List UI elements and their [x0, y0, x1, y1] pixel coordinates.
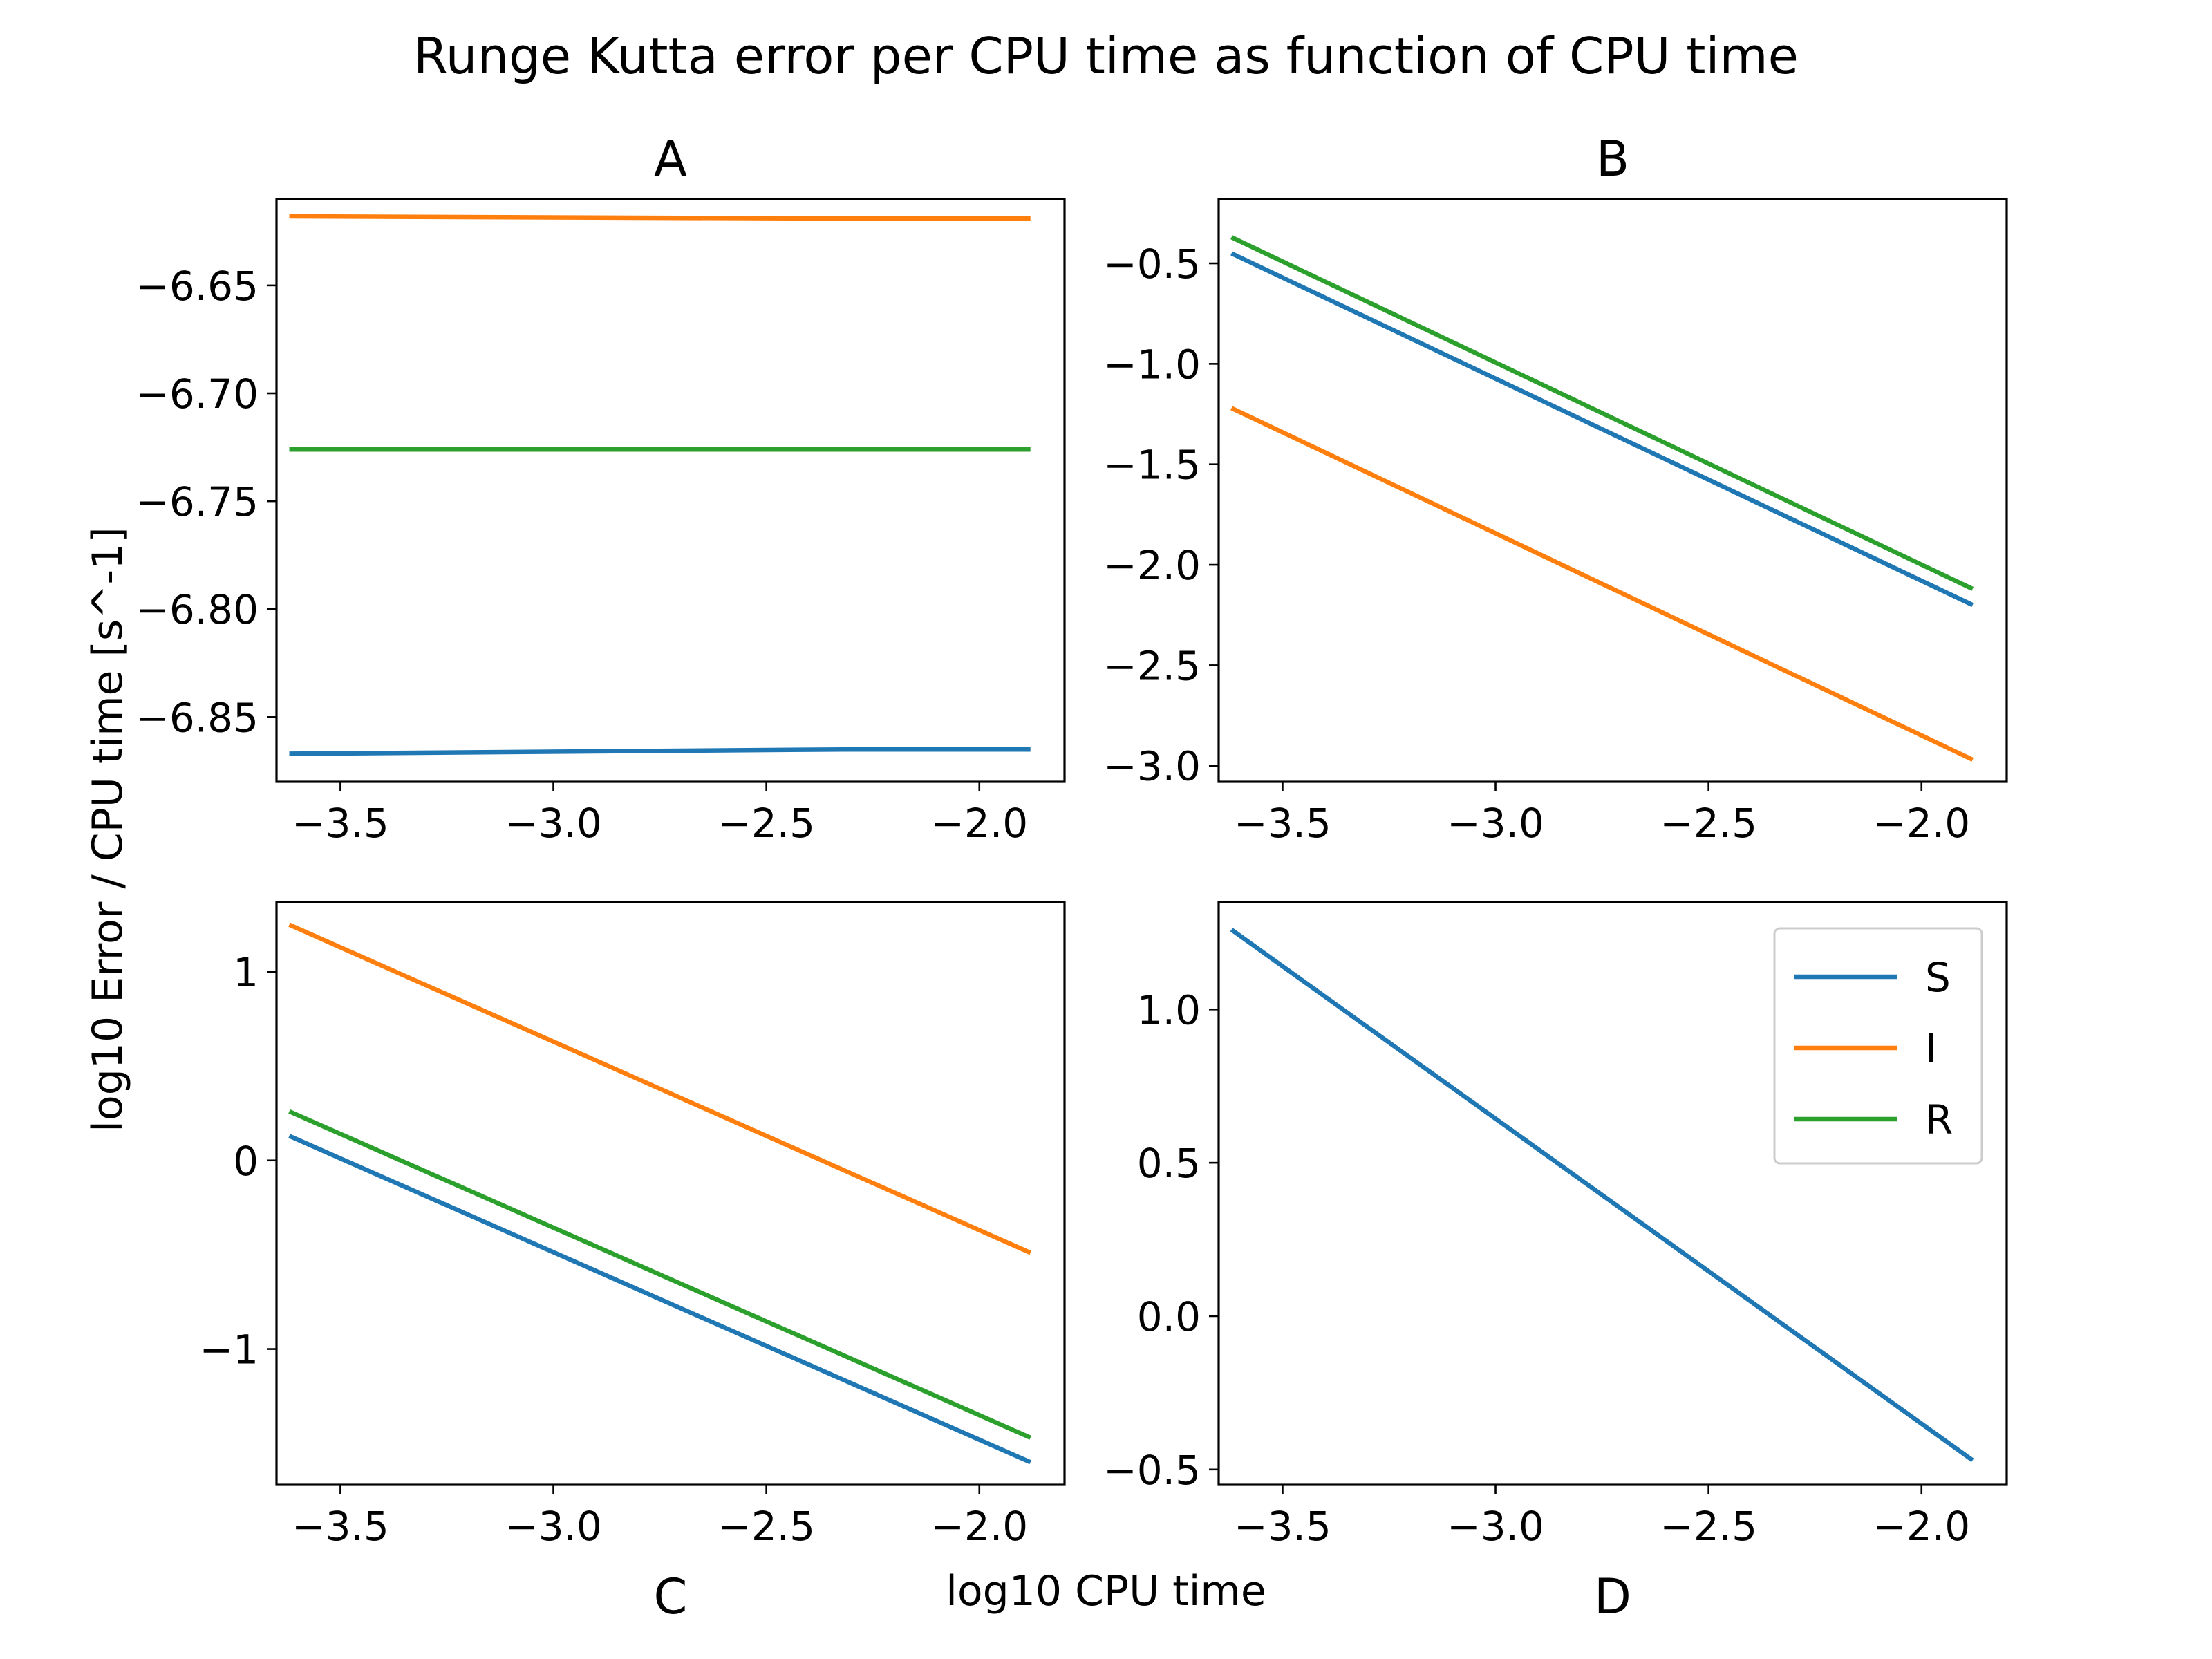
legend: SIR: [1773, 927, 1983, 1165]
y-tick-label: −2.5: [1103, 642, 1201, 689]
y-tick-label: 0: [233, 1138, 259, 1185]
x-tick-label: −2.5: [1660, 800, 1757, 847]
figure-x-axis-label: log10 CPU time: [946, 1567, 1266, 1615]
x-tick-label: −2.0: [930, 1503, 1028, 1550]
series-group: [289, 214, 1031, 756]
y-tick-label: −1: [200, 1327, 259, 1374]
y-tick-label: −3.0: [1103, 743, 1201, 790]
x-tick-label: −2.5: [718, 1503, 815, 1550]
panel-title: C: [654, 1568, 688, 1625]
panels: −3.5 −3.0 −2.5 −2.0 −6.65 −6.70 −6.75 −6.80 −6.8…: [135, 131, 2008, 1625]
x-tick-label: −3.5: [1234, 1503, 1331, 1550]
series-line-s: [289, 747, 1031, 756]
y-tick-label: 0.5: [1137, 1140, 1201, 1187]
x-tick-label: −2.0: [1873, 800, 1970, 847]
x-tick-label: −3.5: [292, 800, 389, 847]
y-tick-label: 1.0: [1137, 986, 1201, 1033]
y-tick-label: −6.80: [135, 586, 259, 633]
x-tick-label: −3.0: [1447, 1503, 1544, 1550]
axes-frame: [275, 198, 1066, 783]
x-tick-label: −2.5: [718, 800, 815, 847]
x-tick-label: −2.0: [930, 800, 1028, 847]
y-tick-label: 0.0: [1137, 1293, 1201, 1340]
panel-title: A: [654, 131, 687, 187]
legend-label-s: S: [1925, 954, 1951, 1001]
y-tick-label: −0.5: [1103, 241, 1201, 288]
series-line-s: [1230, 251, 1974, 608]
legend-label-r: R: [1925, 1096, 1953, 1143]
x-tick-label: −3.5: [292, 1503, 389, 1550]
series-line-r: [288, 1109, 1032, 1440]
series-line-s: [288, 1134, 1032, 1465]
axes-frame: [275, 901, 1066, 1486]
x-tick-label: −3.0: [1447, 800, 1544, 847]
y-tick-label: −0.5: [1103, 1447, 1201, 1494]
axes-frame: [1217, 198, 2008, 783]
series-line-i: [288, 922, 1032, 1255]
series-group: [1230, 235, 1974, 762]
x-tick-label: −2.0: [1873, 1503, 1970, 1550]
legend-label-i: I: [1925, 1025, 1937, 1072]
y-tick-label: −1.0: [1103, 341, 1201, 388]
y-tick-label: −6.85: [135, 694, 259, 741]
x-tick-label: −3.0: [505, 800, 602, 847]
panel-c: −3.5 −3.0 −2.5 −2.0 1 0 −1 C: [200, 901, 1066, 1625]
series-group: [1230, 928, 1974, 1463]
series-line-s: [1230, 928, 1974, 1463]
panel-b: −3.5 −3.0 −2.5 −2.0 −0.5 −1.0 −1.5 −2.0 −2.5 −3.0…: [1103, 131, 2008, 847]
x-tick-label: −3.5: [1234, 800, 1331, 847]
panel-a: −3.5 −3.0 −2.5 −2.0 −6.65 −6.70 −6.75 −6.80 −6.8…: [135, 131, 1066, 847]
axes-frame: [1217, 901, 2008, 1486]
figure-y-axis-label: log10 Error / CPU time [s^-1]: [84, 527, 132, 1132]
y-tick-label: −2.0: [1103, 542, 1201, 589]
series-group: [288, 922, 1032, 1465]
y-tick-label: −1.5: [1103, 442, 1201, 489]
panel-d: −3.5 −3.0 −2.5 −2.0 1.0 0.5 0.0 −0.5 D SIR: [1103, 901, 2008, 1625]
x-tick-label: −3.0: [505, 1503, 602, 1550]
x-tick-label: −2.5: [1660, 1503, 1757, 1550]
series-line-i: [1230, 406, 1974, 762]
y-tick-label: −6.70: [135, 371, 259, 418]
y-tick-label: −6.65: [135, 263, 259, 310]
series-line-i: [289, 214, 1031, 221]
panel-title: D: [1594, 1568, 1631, 1625]
panel-title: B: [1596, 131, 1629, 187]
series-line-r: [1230, 235, 1974, 591]
figure-title: Runge Kutta error per CPU time as functi…: [413, 27, 1799, 85]
y-tick-label: 1: [233, 949, 259, 996]
y-tick-label: −6.75: [135, 478, 259, 525]
